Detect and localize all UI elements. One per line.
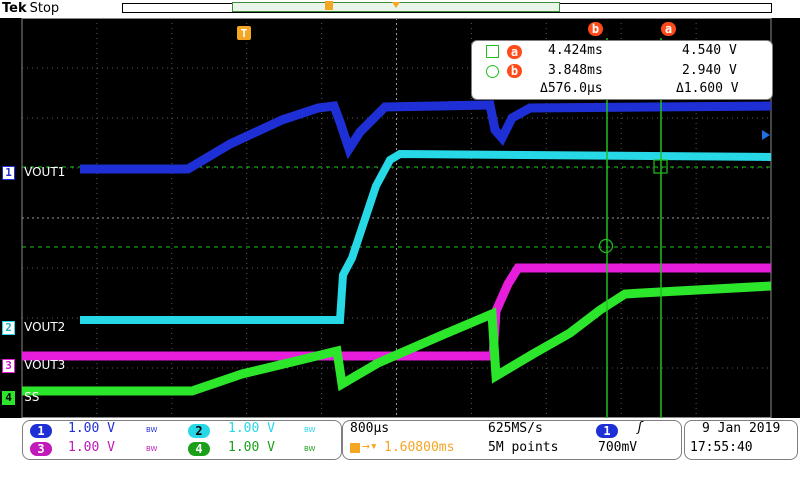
cursor-b-volt: 2.940 V	[682, 63, 737, 78]
ch1-number-badge: 1	[2, 166, 15, 180]
trigger-t-icon	[237, 26, 251, 40]
ch4-scale-value[interactable]: 1.00 V	[228, 440, 275, 455]
cursor-b-circle-marker	[598, 238, 614, 254]
ch2-label-text: VOUT2	[24, 320, 66, 334]
horizontal-scale[interactable]: 800µs	[350, 421, 390, 436]
horizontal-delay[interactable]: 1.60800ms	[384, 440, 455, 455]
ch2-number-badge: 2	[2, 321, 15, 335]
ch2-scale-badge: 2	[188, 424, 210, 438]
record-length[interactable]: 5M points	[488, 440, 559, 455]
grid	[21, 17, 772, 419]
ch4-scale-badge: 4	[188, 442, 210, 456]
cursor-delta-time: Δ576.0µs	[540, 81, 603, 96]
cursor-a-square-icon	[486, 45, 499, 58]
acquisition-status: Tek Stop	[2, 0, 59, 17]
ch3-scale-badge: 3	[30, 442, 52, 456]
trigger-level-arrow-icon	[762, 130, 770, 140]
cursor-b-time: 3.848ms	[548, 63, 603, 78]
trigger-delay-icon	[350, 443, 360, 453]
ch1-scale-value[interactable]: 1.00 V	[68, 421, 115, 436]
top-markers	[392, 2, 400, 8]
ch3-scale-value[interactable]: 1.00 V	[68, 440, 115, 455]
brand-logo: Tek	[2, 1, 27, 16]
ch3-waveform-trace	[22, 263, 771, 361]
ch2-trace-label[interactable]: 2 VOUT2	[2, 316, 65, 335]
ch1-waveform-trace	[80, 100, 772, 174]
channel-scales-panel[interactable]	[22, 420, 342, 460]
ch3-trace-label[interactable]: 3 VOUT3	[2, 354, 65, 373]
trigger-level[interactable]: 700mV	[598, 440, 638, 455]
ch2-bandwidth-limit-icon: BW	[304, 426, 316, 434]
cursor-delta-volt: Δ1.600 V	[676, 81, 739, 96]
expansion-point-icon	[392, 2, 400, 8]
ch4-waveform-trace	[22, 281, 772, 396]
time-display: 17:55:40	[690, 440, 753, 455]
date-display: 9 Jan 2019	[702, 421, 781, 436]
trigger-slope-icon[interactable]: ʃ	[636, 420, 644, 435]
trigger-position-icon	[325, 1, 333, 10]
ch1-scale-badge: 1	[30, 424, 52, 438]
grid-border	[21, 18, 772, 418]
cursor-a-badge[interactable]: a	[661, 22, 676, 36]
run-stop-status: Stop	[29, 1, 60, 16]
svg-text:T: T	[241, 27, 248, 40]
cursor-a-row-badge: a	[507, 45, 522, 59]
timebase-panel[interactable]	[342, 420, 682, 460]
ch2-waveform-trace	[80, 149, 772, 324]
delay-arrow-icon: →▾	[362, 439, 378, 454]
ch3-number-badge: 3	[2, 359, 15, 373]
status-bar: Tek Stop	[0, 0, 800, 18]
cursor-a-volt: 4.540 V	[682, 43, 737, 58]
cursor-b-row-badge: b	[507, 64, 522, 78]
graticule: T	[21, 17, 772, 419]
ch4-label-text: SS	[24, 390, 40, 404]
sample-rate: 625MS/s	[488, 421, 543, 436]
waveform-display[interactable]: T b a a 4.424ms 4.540 V b 3.848ms 2.940 …	[0, 17, 800, 419]
ch2-scale-value[interactable]: 1.00 V	[228, 421, 275, 436]
ch4-bandwidth-limit-icon: BW	[304, 445, 316, 453]
ch4-trace-label[interactable]: 4 SS	[2, 386, 39, 405]
cursor-b-badge[interactable]: b	[588, 22, 603, 36]
datetime-panel	[684, 420, 798, 460]
ch3-bandwidth-limit-icon: BW	[146, 445, 158, 453]
cursor-a-square-marker	[653, 159, 668, 174]
cursor-b-circle-icon	[486, 65, 499, 78]
ch4-number-badge: 4	[2, 391, 15, 405]
trigger-source-badge[interactable]: 1	[596, 424, 618, 438]
ch1-trace-label[interactable]: 1 VOUT1	[2, 161, 65, 180]
ch1-label-text: VOUT1	[24, 165, 66, 179]
ch1-bandwidth-limit-icon: BW	[146, 426, 158, 434]
readout-bar: 1 1.00 V BW 2 1.00 V BW 3 1.00 V BW 4 1.…	[0, 418, 800, 480]
ch3-label-text: VOUT3	[24, 358, 66, 372]
cursor-a-time: 4.424ms	[548, 43, 603, 58]
